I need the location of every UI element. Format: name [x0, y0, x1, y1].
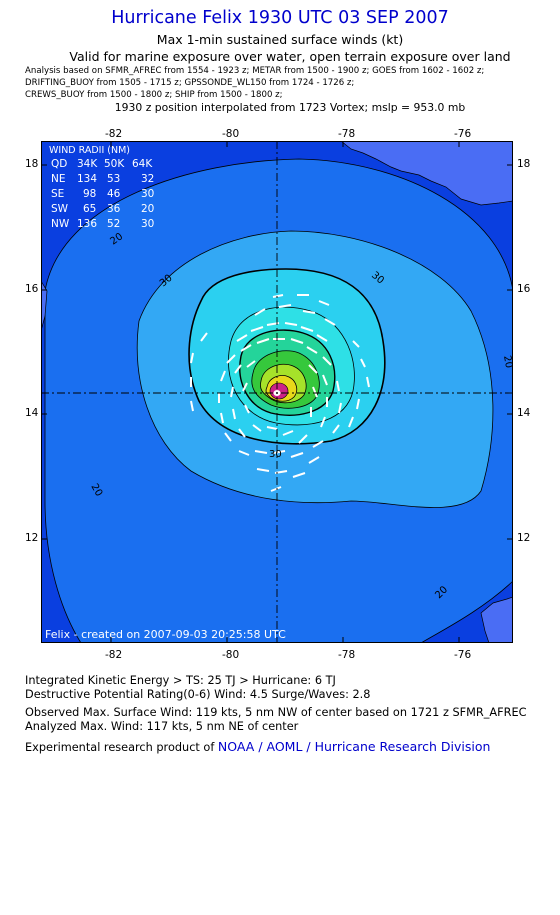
wind-radii-cell: 32	[141, 173, 154, 185]
wind-radii-cell: 36	[107, 203, 121, 215]
wind-radii-title: WIND RADII (NM)	[49, 145, 130, 156]
analysis-line-1: Analysis based on SFMR_AFREC from 1554 -…	[25, 66, 485, 76]
lat-tick-left: 14	[25, 407, 39, 419]
wind-radii-header: 34K	[77, 158, 98, 170]
wind-radii-table: WIND RADII (NM) QD 34K 50K 64K NE 134 53…	[49, 145, 154, 230]
wind-radii-cell: NW	[51, 218, 70, 230]
lon-tick-bottom: -76	[454, 649, 472, 661]
lon-tick-bottom: -82	[105, 649, 123, 661]
lat-tick-right: 12	[517, 532, 531, 544]
credit-prefix: Experimental research product of	[25, 741, 215, 754]
position-note: 1930 z position interpolated from 1723 V…	[114, 101, 466, 114]
lat-tick-left: 12	[25, 532, 39, 544]
lat-tick-right: 18	[517, 158, 531, 170]
contour-label: 20	[501, 355, 513, 369]
destructive-potential: Destructive Potential Rating(0-6) Wind: …	[25, 688, 371, 701]
lat-tick-right: 16	[517, 283, 531, 295]
wind-radii-cell: 20	[141, 203, 154, 215]
observed-max-wind: Observed Max. Surface Wind: 119 kts, 5 n…	[25, 706, 527, 719]
lon-tick-top: -76	[454, 128, 472, 140]
wind-radii-cell: 134	[77, 173, 97, 185]
wind-radii-cell: 65	[83, 203, 96, 215]
wind-radii-header: 64K	[132, 158, 153, 170]
lon-tick-bottom: -78	[338, 649, 356, 661]
lat-tick-left: 18	[25, 158, 39, 170]
map-frame	[41, 141, 513, 643]
wind-radii-cell: 98	[83, 188, 96, 200]
wind-radii-header: QD	[51, 158, 67, 170]
graticule	[41, 141, 513, 643]
wind-radii-cell: 52	[107, 218, 120, 230]
axis-ticks	[41, 141, 513, 643]
lon-tick-top: -80	[222, 128, 240, 140]
analysis-line-2: DRIFTING_BUOY from 1505 - 1715 z; GPSSON…	[25, 78, 355, 88]
analysis-line-3: CREWS_BUOY from 1500 - 1800 z; SHIP from…	[25, 90, 283, 100]
hrd-link[interactable]: NOAA / AOML / Hurricane Research Divisio…	[217, 739, 491, 754]
land-cuba	[340, 141, 513, 206]
wind-radii-cell: 53	[107, 173, 120, 185]
land-central-america	[41, 280, 48, 332]
wind-radii-cell: 46	[107, 188, 121, 200]
wind-radii-cell: 30	[141, 218, 154, 230]
observation-wind-barbs	[190, 294, 370, 492]
wind-radii-cell: 136	[77, 218, 97, 230]
lon-tick-top: -82	[105, 128, 123, 140]
lon-tick-bottom: -80	[222, 649, 240, 661]
wind-field-map: 20 20 30 30 20 20 30 WIND RADII (NM) QD …	[41, 141, 513, 643]
lat-tick-left: 16	[25, 283, 39, 295]
credit-line: Experimental research product of NOAA / …	[25, 739, 490, 754]
analyzed-max-wind: Analyzed Max. Wind: 117 kts, 5 nm NE of …	[25, 720, 299, 733]
land-hispaniola	[480, 596, 513, 643]
page-title: Hurricane Felix 1930 UTC 03 SEP 2007	[111, 8, 449, 28]
map-credit: Felix - created on 2007-09-03 20:25:58 U…	[45, 628, 286, 641]
ike-summary: Integrated Kinetic Energy > TS: 25 TJ > …	[25, 674, 336, 687]
wind-radii-header: 50K	[104, 158, 125, 170]
contour-label: 30	[269, 449, 282, 460]
lat-tick-right: 14	[517, 407, 531, 419]
validity-note: Valid for marine exposure over water, op…	[69, 49, 511, 64]
subtitle: Max 1-min sustained surface winds (kt)	[156, 32, 404, 47]
wind-radii-cell: SW	[51, 203, 69, 215]
lon-tick-top: -78	[338, 128, 356, 140]
wind-radii-cell: NE	[51, 173, 66, 185]
wind-radii-cell: 30	[141, 188, 154, 200]
wind-radii-cell: SE	[51, 188, 64, 200]
